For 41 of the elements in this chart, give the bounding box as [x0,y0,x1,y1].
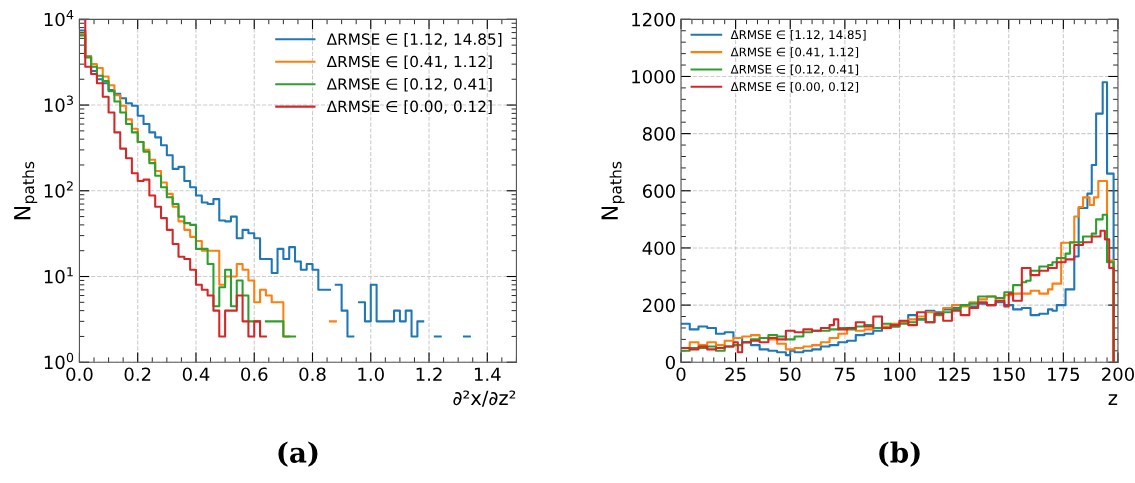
legend-label: ΔRMSE ∈ [0.00, 0.12] [730,81,859,93]
text: (a) [278,441,318,467]
legend-label: ΔRMSE ∈ [0.41, 1.12] [326,55,492,70]
x-tick-label: 150 [993,367,1025,382]
x-tick-label: 0.4 [182,367,210,382]
x-tick-label: 75 [834,367,855,382]
y-tick-label: 0 [665,355,675,370]
x-tick-label: 1.4 [474,367,501,381]
x-tick-label: 1.0 [358,367,384,382]
x-tick-label: 175 [1048,367,1080,382]
x-axis-title: ∂²x/∂z² [453,390,516,407]
x-tick-label: 0.2 [124,367,151,382]
x-axis-title: z [1108,394,1118,405]
y-tick-label: 10$^{2}$ [44,181,73,198]
x-tick-label: 100 [884,367,916,382]
legend-label: ΔRMSE ∈ [1.12, 14.85] [326,33,502,47]
y-tick-label: 200 [643,298,675,313]
legend-label: ΔRMSE ∈ [0.12, 0.41] [730,64,859,76]
legend-label: ΔRMSE ∈ [1.12, 14.85] [730,29,866,41]
text: (b) [879,441,920,467]
y-tick-label: 600 [642,184,675,198]
legend-label: ΔRMSE ∈ [0.00, 0.12] [326,100,492,114]
legend-label: ΔRMSE ∈ [0.41, 1.12] [730,47,859,58]
x-tick-label: 0.8 [299,367,326,382]
legend-label: ΔRMSE ∈ [0.12, 0.41] [326,77,492,92]
y-axis-title: N$_{paths}$ [601,161,625,220]
y-tick-label: 10$^{1}$ [44,267,73,284]
x-tick-label: 50 [780,367,801,382]
y-tick-label: 400 [642,241,675,256]
x-tick-label: 25 [725,367,746,382]
y-axis-title: N$_{paths}$ [14,161,38,220]
x-tick-label: 0 [676,367,686,382]
x-tick-label: 200 [1102,367,1135,382]
y-tick-label: 800 [642,127,675,141]
y-tick-label: 10$^{4}$ [44,9,74,27]
y-tick-label: 10$^{3}$ [44,95,73,113]
x-tick-label: 125 [938,367,970,382]
y-tick-label: 1000 [632,69,675,84]
x-tick-label: 0.6 [241,367,268,382]
x-tick-label: 1.2 [416,367,442,381]
y-tick-label: 1200 [632,12,675,27]
